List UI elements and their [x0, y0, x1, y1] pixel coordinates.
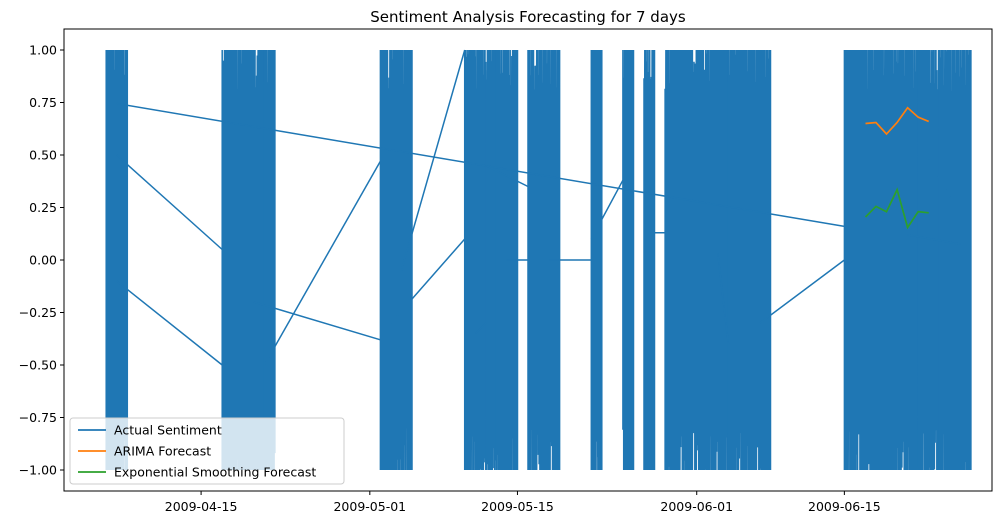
x-tick-label: 2009-05-01: [333, 499, 406, 514]
legend: Actual Sentiment ARIMA Forecast Exponentia…: [69, 417, 345, 485]
actual-sentiment-band: [590, 49, 603, 471]
arima-forecast-line: [865, 106, 930, 136]
x-tick-label: 2009-04-15: [165, 499, 238, 514]
actual-sentiment-segment: [116, 102, 845, 228]
actual-sentiment-band: [221, 49, 266, 471]
actual-sentiment-band: [664, 49, 730, 471]
y-tick-label: −0.50: [19, 358, 57, 373]
x-axis: 2009-04-15 2009-05-01 2009-05-15 2009-06-01…: [165, 491, 881, 514]
x-tick-label: 2009-06-01: [660, 499, 733, 514]
actual-sentiment-band: [263, 49, 276, 471]
legend-box: [69, 417, 345, 485]
actual-sentiment-band: [463, 49, 487, 471]
y-tick-label: −0.75: [19, 410, 57, 425]
actual-sentiment-band: [843, 49, 919, 471]
chart-title: Sentiment Analysis Forecasting for 7 day…: [370, 8, 686, 26]
actual-sentiment-segment: [116, 280, 223, 366]
actual-sentiment-segment: [928, 158, 951, 198]
actual-sentiment-segment: [253, 301, 381, 341]
actual-sentiment-segment: [400, 49, 466, 271]
actual-sentiment-band: [917, 49, 941, 471]
legend-label: ARIMA Forecast: [114, 444, 211, 459]
x-tick-label: 2009-06-15: [808, 499, 881, 514]
y-tick-label: −0.25: [19, 305, 57, 320]
legend-label: Actual Sentiment: [114, 423, 222, 438]
y-tick-label: 0.00: [29, 253, 57, 268]
x-tick-label: 2009-05-15: [481, 499, 554, 514]
y-tick-label: 0.50: [29, 148, 57, 163]
actual-sentiment-band: [105, 49, 129, 471]
y-tick-label: −1.00: [19, 463, 57, 478]
actual-sentiment-segment: [474, 322, 487, 335]
actual-sentiment-band: [622, 49, 635, 471]
actual-sentiment-band: [495, 49, 519, 471]
actual-sentiment-segment: [485, 164, 529, 188]
actual-sentiment-band: [485, 49, 498, 471]
actual-sentiment-band: [727, 49, 772, 471]
y-tick-label: 0.25: [29, 200, 57, 215]
actual-sentiment-segment: [390, 238, 466, 324]
y-tick-label: 0.75: [29, 95, 57, 110]
actual-sentiment-segment: [263, 160, 382, 366]
y-axis: 1.00 0.75 0.50 0.25 0.00 −0.25 −0.50 −0.75 −1.00: [19, 43, 64, 478]
actual-sentiment-band: [643, 49, 656, 471]
legend-label: Exponential Smoothing Forecast: [114, 465, 316, 480]
y-tick-label: 1.00: [29, 43, 57, 58]
actual-sentiment-segment: [759, 259, 845, 324]
actual-sentiment-segment: [116, 154, 223, 251]
actual-sentiment-segment: [717, 253, 730, 345]
actual-sentiment-segment: [907, 234, 961, 245]
exp-smoothing-forecast-line: [864, 187, 929, 230]
plot-area: [105, 49, 972, 471]
actual-sentiment-band: [938, 49, 972, 471]
actual-sentiment-segment: [590, 179, 624, 240]
actual-sentiment-band: [379, 49, 413, 471]
